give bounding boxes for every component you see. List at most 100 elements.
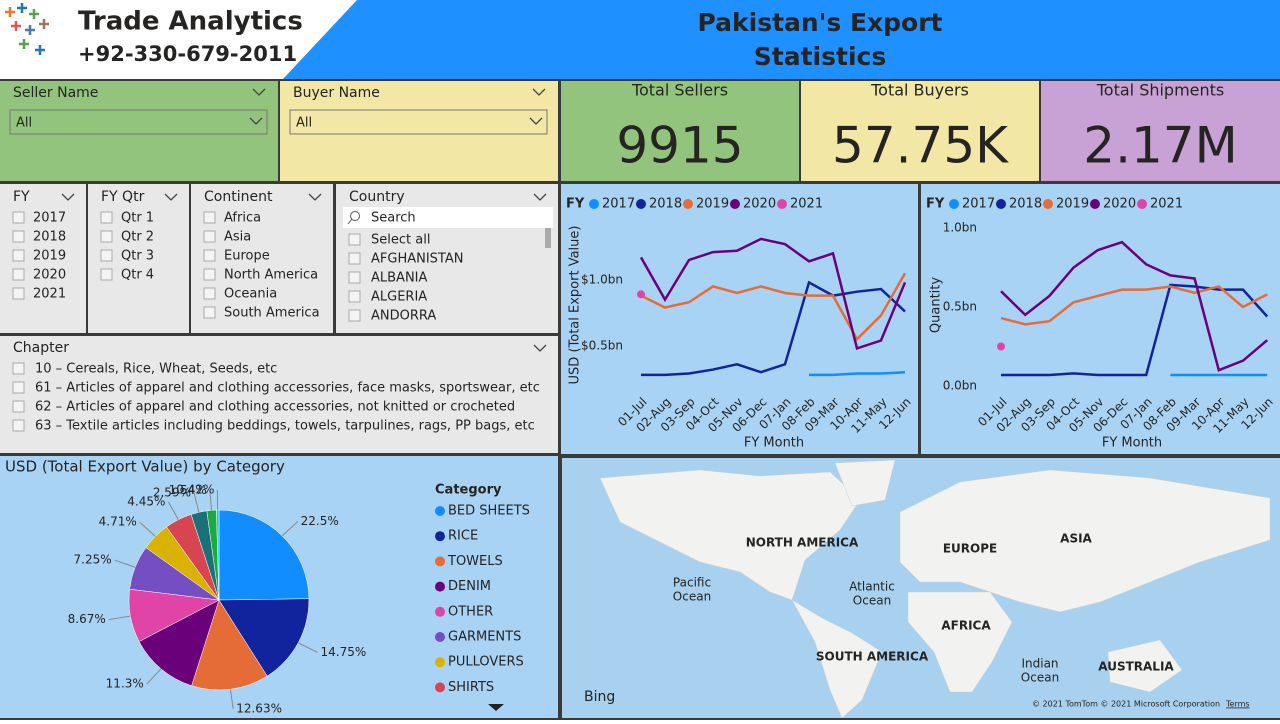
- page-title: Statistics: [754, 42, 886, 71]
- legend-label: 2019: [696, 197, 729, 212]
- dropdown-value: All: [16, 116, 32, 131]
- kpi-label: Total Buyers: [870, 81, 969, 100]
- slicer-item: 63 – Textile articles including beddings…: [35, 419, 535, 434]
- slicer-item: 2018: [33, 230, 66, 245]
- checkbox[interactable]: [204, 250, 215, 261]
- checkbox[interactable]: [13, 363, 24, 374]
- checkbox[interactable]: [13, 382, 24, 393]
- slicer-item: Qtr 4: [121, 268, 154, 283]
- kpi-value: 9915: [616, 117, 743, 175]
- slicer-item: 2017: [33, 211, 66, 226]
- ocean-label: Indian: [1021, 657, 1058, 671]
- data-label: 4.71%: [99, 515, 137, 529]
- slicer-item: 2021: [33, 287, 66, 302]
- legend-marker: [683, 199, 693, 209]
- kpi-value: 2.17M: [1083, 117, 1237, 175]
- slicer-item: 2019: [33, 249, 66, 264]
- data-label: 7.25%: [74, 553, 112, 567]
- checkbox[interactable]: [101, 231, 112, 242]
- legend-label: 2017: [602, 197, 635, 212]
- ocean-label: Ocean: [673, 590, 711, 604]
- checkbox[interactable]: [204, 231, 215, 242]
- slicer-item: South America: [224, 306, 320, 321]
- kpi-label: Total Sellers: [631, 81, 728, 100]
- checkbox[interactable]: [349, 291, 360, 302]
- x-axis-label: FY Month: [744, 436, 804, 451]
- slicer-item: 2020: [33, 268, 66, 283]
- legend-label: 2021: [1150, 197, 1183, 212]
- x-axis-label: FY Month: [1102, 436, 1162, 451]
- legend-label: 2020: [1103, 197, 1136, 212]
- slicer-item: AFGHANISTAN: [371, 252, 463, 267]
- scrollbar: [545, 228, 551, 248]
- checkbox[interactable]: [349, 310, 360, 321]
- checkbox[interactable]: [101, 269, 112, 280]
- checkbox[interactable]: [13, 231, 24, 242]
- checkbox[interactable]: [13, 401, 24, 412]
- y-tick-label: 0.5bn: [943, 300, 977, 314]
- slicer-item: ALGERIA: [371, 290, 427, 305]
- filter-label: Buyer Name: [293, 85, 380, 101]
- legend-label: PULLOVERS: [448, 655, 524, 670]
- legend-marker: [777, 199, 787, 209]
- y-tick-label: 0.0bn: [943, 379, 977, 393]
- slicer-item: Select all: [371, 233, 430, 248]
- map-label: NORTH AMERICA: [746, 536, 859, 550]
- checkbox[interactable]: [204, 288, 215, 299]
- y-tick-label: $0.5bn: [581, 338, 623, 352]
- data-label: 14.75%: [320, 645, 366, 659]
- ocean-label: Ocean: [853, 594, 891, 608]
- map-provider: Bing: [584, 689, 615, 705]
- ocean-label: Ocean: [1021, 671, 1059, 685]
- checkbox[interactable]: [13, 250, 24, 261]
- checkbox[interactable]: [204, 212, 215, 223]
- checkbox[interactable]: [204, 269, 215, 280]
- data-label: 22.5%: [301, 514, 339, 528]
- legend-marker: [435, 682, 445, 692]
- legend-label: 2018: [649, 197, 682, 212]
- legend-marker: [1137, 199, 1147, 209]
- slicer-item: 62 – Articles of apparel and clothing ac…: [35, 400, 515, 415]
- legend-marker: [996, 199, 1006, 209]
- checkbox[interactable]: [349, 253, 360, 264]
- checkbox[interactable]: [13, 420, 24, 431]
- legend-marker: [1090, 199, 1100, 209]
- map-label: EUROPE: [943, 542, 997, 556]
- checkbox[interactable]: [101, 212, 112, 223]
- search-placeholder: Search: [371, 211, 416, 226]
- checkbox[interactable]: [349, 234, 360, 245]
- kpi-value: 57.75K: [832, 117, 1009, 175]
- legend-title: Category: [435, 483, 502, 498]
- checkbox[interactable]: [204, 307, 215, 318]
- data-label: 0.42%: [176, 483, 214, 497]
- legend-marker: [730, 199, 740, 209]
- page-title: Pakistan's Export: [697, 8, 942, 37]
- y-axis-label: USD (Total Export Value): [568, 226, 583, 385]
- ocean-label: Atlantic: [849, 580, 895, 594]
- slicer-item: 61 – Articles of apparel and clothing ac…: [35, 381, 540, 396]
- slicer-title: Country: [349, 189, 405, 205]
- legend-marker: [435, 531, 445, 541]
- checkbox[interactable]: [101, 250, 112, 261]
- y-axis-label: Quantity: [929, 277, 944, 333]
- map-label: AFRICA: [941, 619, 991, 633]
- checkbox[interactable]: [13, 212, 24, 223]
- checkbox[interactable]: [13, 288, 24, 299]
- legend-label: GARMENTS: [448, 630, 521, 645]
- data-point: [997, 343, 1005, 351]
- filter-label: Seller Name: [13, 85, 98, 101]
- slicer-item: Qtr 1: [121, 211, 154, 226]
- slicer-title: Continent: [204, 189, 273, 205]
- data-point: [637, 290, 645, 298]
- slicer-item: North America: [224, 268, 318, 283]
- dropdown-value: All: [296, 116, 312, 131]
- legend-label: 2021: [790, 197, 823, 212]
- legend-label: RICE: [448, 529, 478, 544]
- slicer-item: Africa: [224, 211, 261, 226]
- checkbox[interactable]: [349, 272, 360, 283]
- y-tick-label: 1.0bn: [943, 221, 977, 235]
- slicer-item: Oceania: [224, 287, 277, 302]
- legend-label: BED SHEETS: [448, 504, 530, 519]
- checkbox[interactable]: [13, 269, 24, 280]
